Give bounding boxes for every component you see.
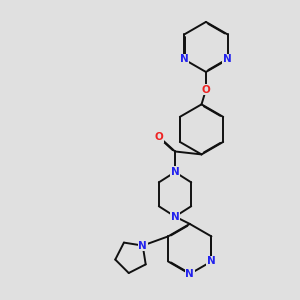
Text: N: N	[223, 55, 232, 64]
Text: N: N	[138, 241, 147, 250]
Text: N: N	[180, 55, 189, 64]
Text: N: N	[171, 212, 179, 221]
Text: N: N	[207, 256, 216, 266]
Text: O: O	[154, 132, 163, 142]
Text: N: N	[185, 269, 194, 279]
Text: N: N	[171, 167, 179, 177]
Text: O: O	[202, 85, 210, 94]
